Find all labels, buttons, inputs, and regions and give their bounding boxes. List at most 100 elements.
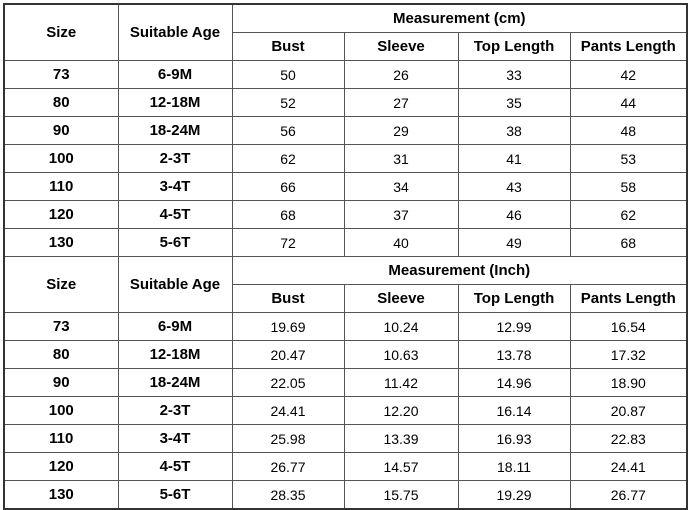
table-row: 100 2-3T 24.41 12.20 16.14 20.87 <box>3 396 688 425</box>
pants-length-cell: 16.54 <box>569 312 688 341</box>
size-chart-body: Size Suitable Age Measurement (cm) Bust … <box>3 3 688 510</box>
column-header-top-length: Top Length <box>457 32 571 61</box>
size-header: Size <box>3 256 119 313</box>
table-row: 80 12-18M 52 27 35 44 <box>3 88 688 117</box>
column-header-pants-length: Pants Length <box>569 284 688 313</box>
bust-cell: 66 <box>231 172 345 201</box>
age-cell: 12-18M <box>117 88 233 117</box>
age-cell: 18-24M <box>117 368 233 397</box>
age-cell: 3-4T <box>117 172 233 201</box>
sleeve-cell: 31 <box>343 144 459 173</box>
size-cell: 100 <box>3 144 119 173</box>
top-length-cell: 46 <box>457 200 571 229</box>
bust-cell: 24.41 <box>231 396 345 425</box>
sleeve-cell: 15.75 <box>343 480 459 510</box>
size-cell: 120 <box>3 452 119 481</box>
pants-length-cell: 26.77 <box>569 480 688 510</box>
bust-cell: 50 <box>231 60 345 89</box>
age-cell: 18-24M <box>117 116 233 145</box>
sleeve-cell: 13.39 <box>343 424 459 453</box>
bust-cell: 72 <box>231 228 345 257</box>
top-length-cell: 38 <box>457 116 571 145</box>
table-row: 120 4-5T 68 37 46 62 <box>3 200 688 229</box>
table-row: 73 6-9M 19.69 10.24 12.99 16.54 <box>3 312 688 341</box>
size-cell: 100 <box>3 396 119 425</box>
sleeve-cell: 27 <box>343 88 459 117</box>
top-length-cell: 49 <box>457 228 571 257</box>
bust-cell: 20.47 <box>231 340 345 369</box>
size-cell: 80 <box>3 88 119 117</box>
column-header-pants-length: Pants Length <box>569 32 688 61</box>
sleeve-cell: 29 <box>343 116 459 145</box>
pants-length-cell: 68 <box>569 228 688 257</box>
size-cell: 110 <box>3 172 119 201</box>
table-row: 130 5-6T 28.35 15.75 19.29 26.77 <box>3 480 688 510</box>
bust-cell: 68 <box>231 200 345 229</box>
pants-length-cell: 44 <box>569 88 688 117</box>
age-header: Suitable Age <box>117 256 233 313</box>
bust-cell: 56 <box>231 116 345 145</box>
bust-cell: 62 <box>231 144 345 173</box>
age-cell: 6-9M <box>117 312 233 341</box>
sleeve-cell: 37 <box>343 200 459 229</box>
age-cell: 6-9M <box>117 60 233 89</box>
table-row: 100 2-3T 62 31 41 53 <box>3 144 688 173</box>
size-cell: 73 <box>3 60 119 89</box>
size-chart: Size Suitable Age Measurement (cm) Bust … <box>3 3 689 510</box>
sleeve-cell: 34 <box>343 172 459 201</box>
column-header-bust: Bust <box>231 32 345 61</box>
size-cell: 110 <box>3 424 119 453</box>
bust-cell: 26.77 <box>231 452 345 481</box>
top-length-cell: 16.93 <box>457 424 571 453</box>
pants-length-cell: 58 <box>569 172 688 201</box>
pants-length-cell: 20.87 <box>569 396 688 425</box>
cm-header-row: Size Suitable Age Measurement (cm) <box>3 3 688 61</box>
sleeve-cell: 40 <box>343 228 459 257</box>
age-header: Suitable Age <box>117 3 233 61</box>
inch-header-row: Size Suitable Age Measurement (Inch) <box>3 256 688 313</box>
top-length-cell: 41 <box>457 144 571 173</box>
age-cell: 2-3T <box>117 144 233 173</box>
pants-length-cell: 62 <box>569 200 688 229</box>
top-length-cell: 19.29 <box>457 480 571 510</box>
size-cell: 73 <box>3 312 119 341</box>
size-cell: 130 <box>3 228 119 257</box>
inch-column-header-row: Bust Sleeve Top Length Pants Length <box>4 284 688 313</box>
sleeve-cell: 26 <box>343 60 459 89</box>
top-length-cell: 35 <box>457 88 571 117</box>
age-cell: 2-3T <box>117 396 233 425</box>
age-cell: 5-6T <box>117 228 233 257</box>
table-row: 110 3-4T 25.98 13.39 16.93 22.83 <box>3 424 688 453</box>
size-cell: 90 <box>3 116 119 145</box>
size-cell: 80 <box>3 340 119 369</box>
age-cell: 5-6T <box>117 480 233 510</box>
sleeve-cell: 14.57 <box>343 452 459 481</box>
bust-cell: 22.05 <box>231 368 345 397</box>
top-length-cell: 43 <box>457 172 571 201</box>
top-length-cell: 33 <box>457 60 571 89</box>
pants-length-cell: 42 <box>569 60 688 89</box>
bust-cell: 28.35 <box>231 480 345 510</box>
pants-length-cell: 24.41 <box>569 452 688 481</box>
sleeve-cell: 10.24 <box>343 312 459 341</box>
column-header-top-length: Top Length <box>457 284 571 313</box>
top-length-cell: 18.11 <box>457 452 571 481</box>
table-row: 80 12-18M 20.47 10.63 13.78 17.32 <box>3 340 688 369</box>
age-cell: 12-18M <box>117 340 233 369</box>
bust-cell: 52 <box>231 88 345 117</box>
table-row: 130 5-6T 72 40 49 68 <box>3 228 688 257</box>
top-length-cell: 13.78 <box>457 340 571 369</box>
pants-length-cell: 48 <box>569 116 688 145</box>
column-header-bust: Bust <box>231 284 345 313</box>
sleeve-cell: 12.20 <box>343 396 459 425</box>
top-length-cell: 14.96 <box>457 368 571 397</box>
size-header: Size <box>3 3 119 61</box>
size-cell: 90 <box>3 368 119 397</box>
pants-length-cell: 18.90 <box>569 368 688 397</box>
age-cell: 3-4T <box>117 424 233 453</box>
table-row: 120 4-5T 26.77 14.57 18.11 24.41 <box>3 452 688 481</box>
measurement-cm-header: Measurement (cm) <box>231 3 688 33</box>
top-length-cell: 16.14 <box>457 396 571 425</box>
sleeve-cell: 10.63 <box>343 340 459 369</box>
size-chart-table: Size Suitable Age Measurement (cm) Bust … <box>3 3 689 510</box>
